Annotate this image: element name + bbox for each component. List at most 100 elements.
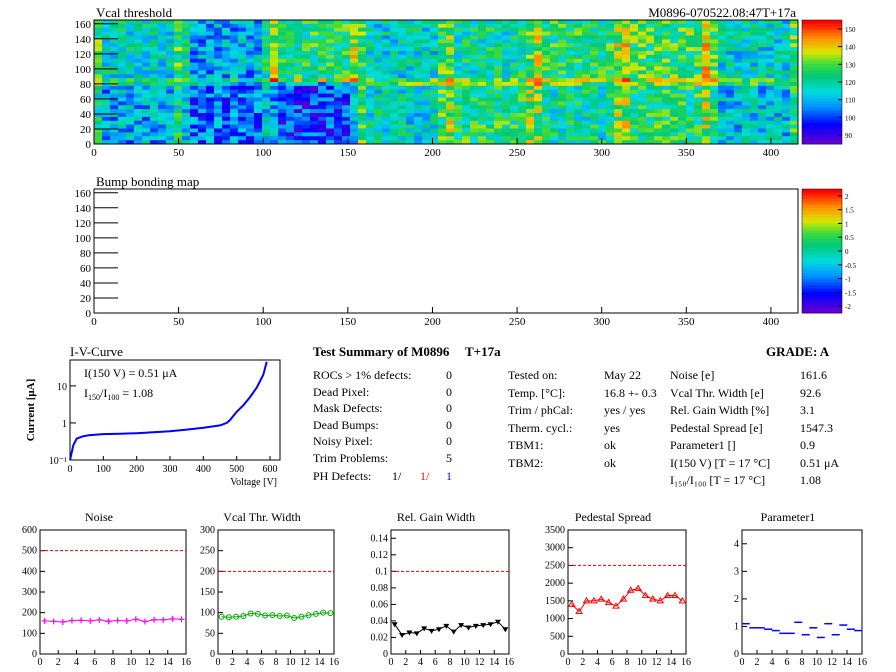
data-point: [254, 610, 261, 617]
x-tick-label: 150: [340, 147, 357, 159]
color-scale-band: [802, 278, 842, 283]
z-tick-label: 1.5: [845, 207, 854, 215]
small-x-tick-label: 8: [274, 657, 279, 668]
color-scale-band: [802, 282, 842, 286]
data-point: [283, 612, 290, 619]
color-scale-band: [802, 269, 842, 274]
vcal-threshold-color-scale: 90 100 110 120 130 140 150: [801, 19, 856, 145]
color-scale-band: [802, 35, 842, 39]
color-scale-band: [802, 272, 842, 277]
iv-y-tick-label: 10: [57, 382, 67, 393]
x-tick-label: 300: [593, 316, 610, 328]
iv-x-tick-label: 500: [229, 464, 244, 475]
condition-value: 16.8 +- 0.3: [604, 385, 657, 400]
y-tick-label: 60: [80, 94, 92, 106]
data-point: [114, 617, 121, 624]
small-x-tick-label: 8: [111, 657, 116, 668]
summary-tag: T+17a: [465, 344, 501, 359]
data-point: [320, 609, 327, 616]
iv-axes: 0 100 200 300 400 500 600 10⁻¹ 1 10: [49, 382, 278, 475]
y-tick-label: 40: [80, 109, 92, 121]
small-x-tick-label: 0: [38, 657, 43, 668]
color-scale-band: [802, 72, 842, 77]
small-y-tick-label: 4: [734, 539, 739, 550]
bump-bonding-frame: [93, 188, 799, 314]
color-scale-band: [802, 207, 842, 212]
x-tick-label: 400: [763, 147, 780, 159]
color-scale-band: [802, 85, 842, 89]
data-point: [141, 618, 148, 625]
color-scale-band: [802, 131, 842, 136]
data-point: [123, 617, 130, 624]
small-y-tick-label: 500: [550, 631, 565, 642]
ph-defect-value: 1: [446, 469, 452, 483]
condition-label: TBM1:: [508, 438, 544, 452]
y-tick-label: 140: [75, 203, 92, 215]
small-y-tick-label: 0.12: [371, 550, 389, 561]
vcal-threshold-frame: [93, 19, 799, 145]
data-point: [169, 615, 176, 622]
small-y-tick-label: 2500: [545, 560, 565, 571]
color-scale-band: [802, 82, 842, 86]
y-tick-label: 100: [75, 64, 92, 76]
result-value: 0.51 μA: [800, 455, 840, 470]
small-y-tick-label: 0: [734, 649, 739, 660]
small-chart-title: Parameter1: [761, 510, 816, 524]
condition-value: May 22: [604, 368, 641, 382]
data-point: [78, 617, 85, 624]
small-x-tick-label: 4: [418, 657, 423, 668]
small-y-tick-label: 0.1: [376, 566, 389, 577]
small-y-tick-label: 2: [734, 594, 739, 605]
small-y-tick-label: 300: [200, 525, 215, 536]
color-scale-band: [802, 134, 842, 139]
small-x-tick-label: 16: [181, 657, 191, 668]
defect-value: 0: [446, 368, 452, 382]
data-point: [105, 618, 112, 625]
data-point: [327, 610, 334, 617]
x-tick-label: 200: [424, 147, 441, 159]
vcal-threshold-heatmap: [94, 20, 799, 145]
color-scale-band: [802, 140, 842, 145]
x-tick-label: 100: [255, 147, 272, 159]
small-x-tick-label: 2: [755, 657, 760, 668]
data-point: [247, 610, 254, 617]
vcal-threshold-panel: Vcal threshold M0896-070522.08:47T+17a 0…: [75, 5, 857, 159]
small-y-tick-label: 400: [22, 566, 37, 577]
data-point: [68, 617, 75, 624]
color-scale-band: [802, 91, 842, 95]
result-label: Pedestal Spread [e]: [670, 420, 763, 435]
data-point: [218, 613, 225, 620]
color-scale-band: [802, 63, 842, 67]
defect-label: Dead Pixel:: [313, 384, 370, 399]
data-point: [612, 602, 620, 609]
small-chart-frame: [39, 529, 187, 655]
color-scale-band: [802, 257, 842, 261]
z-tick-label: -1.5: [845, 289, 857, 297]
x-tick-label: 400: [763, 316, 780, 328]
small-x-tick-label: 0: [389, 657, 394, 668]
data-point: [87, 617, 94, 624]
x-tick-label: 350: [678, 316, 695, 328]
iv-curve-panel: I-V-Curve 0 100 200 300 400 500 600 10⁻¹ 1 10 I(1…: [25, 344, 281, 488]
color-scale-band: [802, 41, 842, 46]
x-tick-label: 0: [91, 147, 97, 159]
x-tick-label: 0: [91, 316, 97, 328]
result-value: 0.9: [800, 438, 815, 452]
color-scale-band: [802, 201, 842, 205]
color-scale-band: [802, 216, 842, 221]
data-point: [391, 622, 398, 628]
small-x-tick-label: 6: [785, 657, 790, 668]
data-point: [450, 629, 457, 635]
color-scale-band: [802, 238, 842, 243]
small-y-tick-label: 0.06: [371, 599, 389, 610]
small-x-tick-label: 6: [433, 657, 438, 668]
small-chart-title: Rel. Gain Width: [397, 510, 475, 524]
data-point: [41, 617, 48, 624]
color-scale-band: [802, 116, 842, 120]
x-tick-label: 150: [340, 316, 357, 328]
z-tick-label: 0: [845, 248, 849, 256]
small-y-tick-label: 500: [22, 546, 37, 557]
condition-label: Therm. cycl.:: [508, 420, 573, 435]
z-tick-label: 90: [845, 132, 853, 140]
